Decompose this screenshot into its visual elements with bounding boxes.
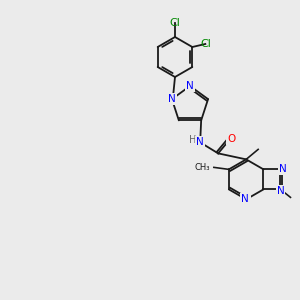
Text: N: N xyxy=(279,164,286,174)
Text: N: N xyxy=(241,194,249,204)
Text: CH₃: CH₃ xyxy=(194,163,210,172)
Text: N: N xyxy=(168,94,176,104)
Text: N: N xyxy=(242,194,250,204)
Text: N: N xyxy=(196,137,204,147)
Text: Cl: Cl xyxy=(200,39,211,49)
Text: O: O xyxy=(227,134,235,144)
Text: N: N xyxy=(186,81,194,91)
Text: Cl: Cl xyxy=(169,18,180,28)
Text: N: N xyxy=(277,186,284,197)
Text: H: H xyxy=(190,135,197,146)
